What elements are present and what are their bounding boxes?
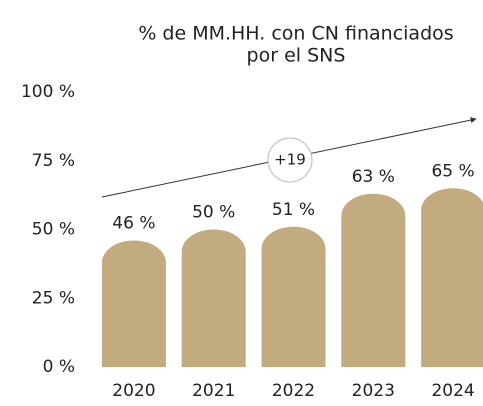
y-tick-label: 0 % (43, 357, 75, 377)
bar (181, 229, 246, 367)
bar (101, 240, 166, 367)
y-tick-label: 100 % (21, 82, 75, 102)
data-label: 65 % (431, 161, 474, 181)
x-tick-label: 2021 (192, 381, 235, 401)
data-label: 50 % (192, 203, 235, 223)
y-tick-label: 50 % (32, 220, 75, 240)
x-tick-label: 2023 (352, 381, 395, 401)
data-label: 46 % (112, 214, 155, 234)
annotation: +19 (274, 151, 306, 169)
y-tick-label: 75 % (32, 151, 75, 171)
data-label: 63 % (352, 167, 395, 187)
annotation-circle (267, 137, 313, 183)
bar (421, 188, 483, 367)
bar (261, 226, 326, 367)
x-tick-label: 2020 (112, 381, 155, 401)
x-tick-label: 2022 (272, 381, 315, 401)
data-label: 51 % (272, 200, 315, 220)
chart-title: % de MM.HH. con CN financiados (138, 23, 453, 45)
bar (341, 193, 406, 367)
chart-title: por el SNS (247, 45, 346, 67)
x-tick-label: 2024 (431, 381, 474, 401)
y-tick-label: 25 % (32, 288, 75, 308)
